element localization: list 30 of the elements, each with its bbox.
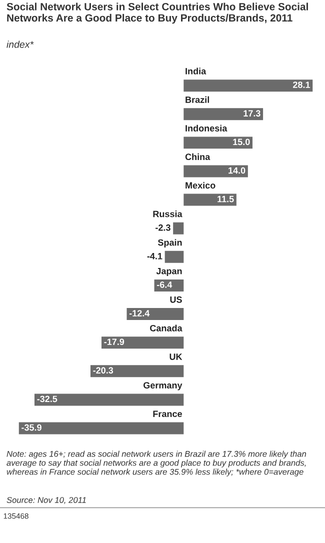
y-tick-label: Indonesia bbox=[186, 124, 228, 132]
chart-subtitle: index* bbox=[6, 40, 34, 48]
data-label: -17.9 bbox=[104, 338, 124, 346]
y-tick-label: Spain bbox=[158, 239, 182, 248]
y-tick-label: Canada bbox=[150, 324, 182, 332]
data-label: 17.3 bbox=[244, 110, 260, 117]
y-tick-label: Russia bbox=[153, 210, 182, 218]
y-tick-label: US bbox=[170, 296, 182, 303]
y-tick-label: Mexico bbox=[186, 182, 216, 189]
data-label: 15.0 bbox=[233, 138, 250, 146]
y-tick-label: Japan bbox=[156, 268, 182, 276]
y-tick-label: Germany bbox=[144, 382, 182, 390]
data-label: 28.1 bbox=[293, 82, 310, 88]
data-label: -35.9 bbox=[22, 424, 42, 431]
y-tick-label: Brazil bbox=[186, 96, 209, 103]
y-tick-label: China bbox=[185, 153, 210, 160]
text: Note: ages 16+; read as social network users in Brazil are 17.3% more likely than average to say that social networks are a good place to buy products and brands, whereas in France social network users are 35.9% less likely; *where 0=average bbox=[6, 450, 306, 476]
data-label: 14.0 bbox=[228, 167, 246, 174]
data-label: -32.5 bbox=[37, 396, 58, 402]
data-label: 11.5 bbox=[218, 196, 234, 202]
data-label: -12.4 bbox=[129, 310, 150, 316]
y-tick-label: UK bbox=[170, 354, 182, 360]
data-label: -2.3 bbox=[156, 224, 170, 231]
y-tick-label: France bbox=[153, 410, 182, 418]
data-label: -6.4 bbox=[156, 282, 172, 288]
source-note: Source: Nov 10, 2011 bbox=[6, 497, 86, 504]
chart-title: Social Network Users in Select Countries Who Believe Social Networks Are a Good Place to Buy Products/Brands, 2011 bbox=[6, 2, 308, 24]
data-label: -20.3 bbox=[93, 367, 114, 374]
data-label: -4.1 bbox=[147, 253, 162, 260]
y-tick-label: India bbox=[186, 68, 206, 74]
